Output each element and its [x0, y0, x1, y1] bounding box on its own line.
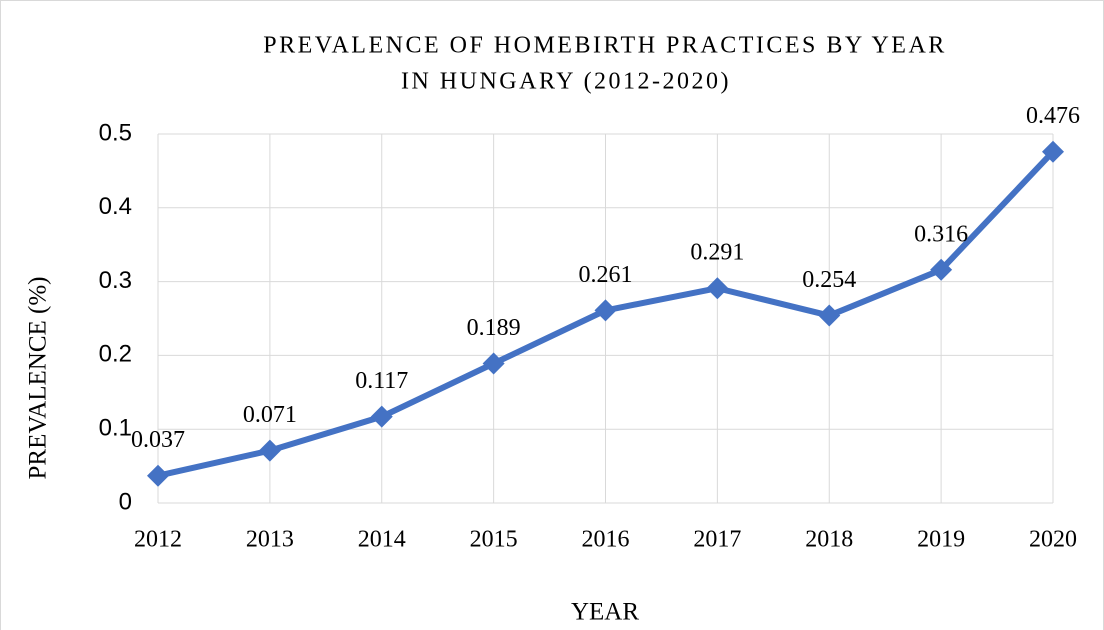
data-label: 0.117 [355, 368, 408, 394]
x-tick-label: 2019 [917, 527, 965, 553]
y-tick-label: 0 [119, 488, 132, 515]
y-tick-label: 0.5 [99, 119, 132, 146]
data-point [482, 352, 505, 375]
x-tick-label: 2020 [1029, 527, 1077, 553]
x-tick-label: 2017 [693, 527, 741, 553]
y-tick-label: 0.2 [99, 341, 132, 368]
data-point [1042, 140, 1064, 163]
data-label: 0.261 [579, 262, 633, 288]
y-tick-label: 0.1 [99, 415, 132, 442]
y-tick-label: 0.3 [99, 267, 132, 294]
x-tick-label: 2018 [805, 527, 853, 553]
data-point [594, 299, 617, 322]
data-point [818, 304, 841, 327]
data-label: 0.476 [1026, 103, 1080, 129]
x-tick-label: 2016 [582, 527, 630, 553]
y-tick-label: 0.4 [99, 193, 132, 220]
data-point [258, 439, 281, 462]
data-point [930, 258, 953, 281]
y-axis-label: PREVALENCE (%) [25, 276, 52, 479]
x-tick-label: 2014 [358, 527, 406, 553]
data-label: 0.316 [914, 221, 968, 247]
data-label: 0.291 [690, 240, 744, 266]
x-tick-label: 2015 [470, 527, 518, 553]
data-point [370, 405, 393, 428]
chart-title: PREVALENCE OF HOMEBIRTH PRACTICES BY YEA… [263, 33, 947, 59]
data-point [147, 464, 169, 487]
data-label: 0.037 [131, 427, 185, 453]
x-axis-label: YEAR [571, 599, 639, 626]
x-tick-label: 2012 [134, 527, 182, 553]
x-tick-label: 2013 [246, 527, 294, 553]
data-label: 0.189 [467, 315, 521, 341]
chart-title: IN HUNGARY (2012-2020) [401, 69, 731, 95]
data-label: 0.071 [243, 402, 297, 428]
data-point [706, 277, 729, 300]
data-label: 0.254 [802, 267, 856, 293]
